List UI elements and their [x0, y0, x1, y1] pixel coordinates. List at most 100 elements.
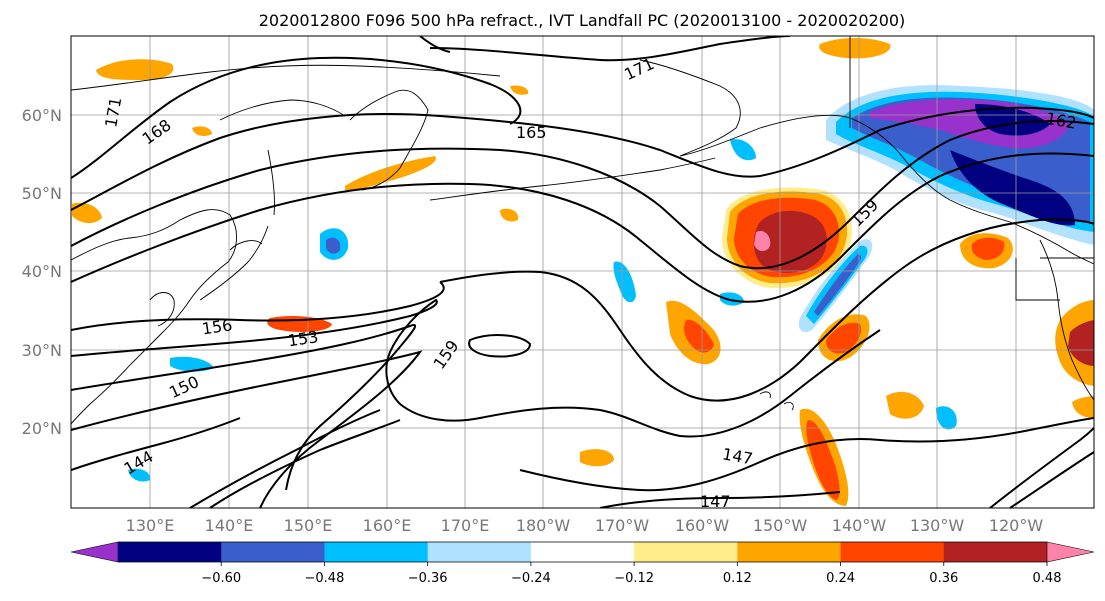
- coast-kamchatka: [349, 89, 429, 191]
- colorbar-segment: [324, 542, 429, 562]
- shade-patch-8: [580, 449, 614, 467]
- shade-alaska-navy: [950, 104, 1075, 226]
- shade-patch-18: [730, 139, 756, 161]
- contour-153: [71, 298, 881, 438]
- contour-147c: [599, 491, 841, 508]
- lat-label: 50°N: [22, 184, 62, 203]
- shade-patch-9: [720, 292, 744, 306]
- shade-patch-7: [886, 391, 924, 419]
- figure-title: 2020012800 F096 500 hPa refract., IVT La…: [259, 11, 906, 30]
- shade-patch-17: [510, 85, 529, 95]
- contour-147: [71, 350, 423, 508]
- shade-patch-13: [500, 208, 519, 222]
- colorbar-segment: [221, 542, 325, 562]
- lon-label: 170°W: [595, 516, 650, 535]
- coast-japan: [199, 225, 269, 301]
- contour-label-153: 153: [287, 327, 320, 350]
- lon-label: 150°W: [753, 516, 808, 535]
- colorbar-tick-label: −0.12: [614, 571, 654, 586]
- shade-patch-3: [819, 38, 891, 59]
- coast-alaska: [639, 59, 1094, 265]
- contour-147b: [519, 417, 1094, 492]
- colorbar-tick-label: 0.12: [723, 571, 752, 586]
- shade-patch-16: [128, 468, 151, 482]
- colorbar: −0.60 −0.48 −0.36 −0.24 −0.12 0.12 0.24 0.36 0.4…: [70, 541, 1095, 586]
- lon-label: 170°E: [441, 516, 490, 535]
- colorbar-segment: [737, 542, 842, 562]
- colorbar-segment: [943, 542, 1048, 562]
- coast-na-west: [1039, 239, 1094, 401]
- colorbar-segment: [634, 542, 738, 562]
- lat-label: 60°N: [22, 106, 62, 125]
- shade-pos-nw-red: [971, 237, 1005, 260]
- map-frame: [70, 35, 1095, 509]
- lon-label: 160°E: [363, 516, 412, 535]
- shade-patch-12: [936, 406, 957, 430]
- colorbar-tick-label: −0.48: [305, 571, 345, 586]
- coast-asia: [71, 209, 237, 425]
- lon-label: 120°W: [989, 516, 1044, 535]
- contour-162: [71, 120, 1094, 270]
- colorbar-tick-label: 0.24: [826, 571, 855, 586]
- lon-tick-labels: 130°E 140°E 150°E 160°E 170°E 180°W 170°…: [126, 516, 1044, 535]
- lon-label: 180°W: [516, 516, 571, 535]
- contour-label-165: 165: [516, 123, 547, 142]
- lon-label: 130°W: [910, 516, 965, 535]
- colorbar-frame: [118, 541, 1047, 563]
- map-panel: 171 168 165 162 159 159 156 153 150 147 …: [71, 36, 1094, 511]
- contour-168: [71, 56, 522, 179]
- contour-label-156: 156: [201, 315, 234, 338]
- shade-pos-center-dark: [753, 210, 827, 273]
- shade-neg-streak-blue: [814, 254, 861, 316]
- shade-patch-2: [345, 156, 436, 191]
- contour-144: [71, 417, 241, 471]
- shade-patch-1: [96, 59, 174, 80]
- contour-159: [71, 152, 1094, 303]
- colorbar-segment: [840, 542, 945, 562]
- colorbar-tick-label: −0.36: [408, 571, 448, 586]
- lat-label: 30°N: [22, 341, 62, 360]
- shade-patch-11: [72, 202, 102, 224]
- coast-okhotsk: [219, 99, 346, 121]
- shade-pos-calif-red: [1068, 320, 1094, 366]
- lat-label: 20°N: [22, 419, 62, 438]
- colorbar-extend-high: [1046, 541, 1095, 563]
- contour-171b: [419, 36, 451, 53]
- shade-patch-6: [613, 261, 636, 303]
- contour-label-147b: 147: [700, 492, 731, 511]
- contours: [71, 36, 1094, 508]
- coast-korea: [149, 292, 175, 327]
- coast-siberia-n: [71, 64, 501, 91]
- contour-150: [71, 324, 417, 491]
- border-us-canada: [1015, 257, 1094, 301]
- shade-pos-streak-s-red: [806, 420, 840, 500]
- contour-165: [71, 106, 1094, 211]
- coast-aleutians: [429, 157, 716, 201]
- shade-patch-5b: [326, 237, 341, 254]
- contour-se1: [989, 427, 1094, 508]
- shade-patch-15: [1072, 396, 1094, 418]
- lon-label: 160°W: [675, 516, 730, 535]
- shade-pos-patch-b-red: [684, 319, 714, 353]
- lon-label: 140°E: [205, 516, 254, 535]
- coast-hawaii: [759, 391, 794, 411]
- contour-156b: [439, 218, 1094, 402]
- shade-pos-patch-a-red: [826, 322, 862, 354]
- colorbar-segment: [118, 542, 222, 562]
- shade-pos-center-pink: [754, 230, 771, 252]
- colorbar-segment: [530, 542, 635, 562]
- coast-sakhalin: [267, 149, 275, 216]
- contour-loop: [468, 334, 532, 358]
- lon-label: 140°W: [832, 516, 887, 535]
- colorbar-tick-label: −0.60: [201, 571, 241, 586]
- lon-label: 130°E: [126, 516, 175, 535]
- lat-label: 40°N: [22, 262, 62, 281]
- contour-sw1: [189, 409, 381, 508]
- colorbar-tick-label: 0.48: [1033, 571, 1062, 586]
- colorbar-segment: [427, 542, 532, 562]
- contour-sw2: [209, 419, 401, 508]
- contour-se2: [1009, 451, 1094, 508]
- coastlines: [71, 36, 1094, 425]
- contour-156: [71, 281, 445, 331]
